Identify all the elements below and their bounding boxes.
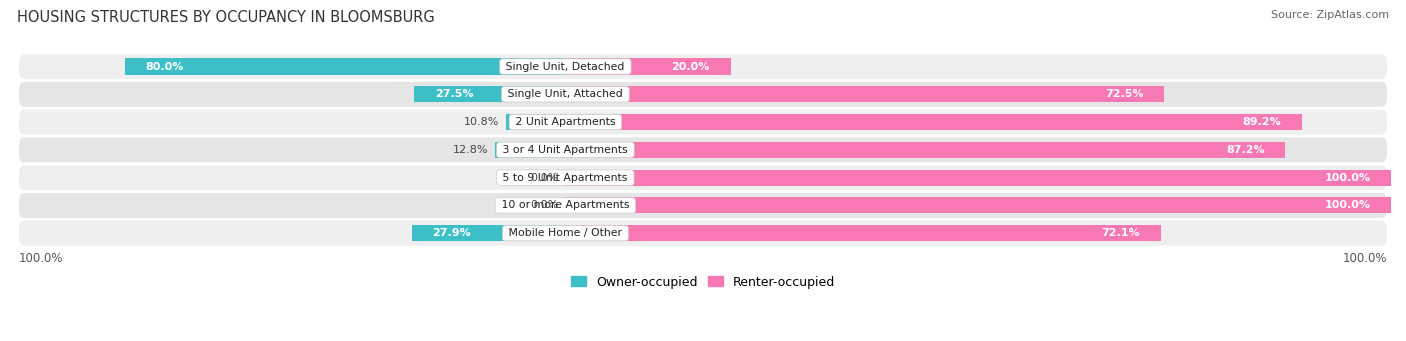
FancyBboxPatch shape: [20, 109, 1386, 135]
Bar: [413, 86, 565, 102]
Bar: [565, 169, 1391, 186]
Bar: [565, 86, 1164, 102]
Text: 5 to 9 Unit Apartments: 5 to 9 Unit Apartments: [499, 173, 631, 183]
Text: Mobile Home / Other: Mobile Home / Other: [505, 228, 626, 238]
Text: HOUSING STRUCTURES BY OCCUPANCY IN BLOOMSBURG: HOUSING STRUCTURES BY OCCUPANCY IN BLOOM…: [17, 10, 434, 25]
Bar: [565, 142, 1285, 158]
Text: Single Unit, Attached: Single Unit, Attached: [505, 89, 627, 99]
FancyBboxPatch shape: [20, 165, 1386, 190]
Text: 100.0%: 100.0%: [1324, 201, 1371, 210]
Text: 10.8%: 10.8%: [464, 117, 499, 127]
Bar: [412, 225, 565, 241]
FancyBboxPatch shape: [20, 82, 1386, 107]
Text: 3 or 4 Unit Apartments: 3 or 4 Unit Apartments: [499, 145, 631, 155]
Bar: [506, 114, 565, 130]
Text: 0.0%: 0.0%: [530, 173, 558, 183]
Text: 0.0%: 0.0%: [530, 201, 558, 210]
Bar: [565, 58, 731, 75]
FancyBboxPatch shape: [20, 54, 1386, 79]
Bar: [565, 197, 1391, 213]
Legend: Owner-occupied, Renter-occupied: Owner-occupied, Renter-occupied: [567, 271, 839, 294]
Text: 72.5%: 72.5%: [1105, 89, 1143, 99]
Text: 10 or more Apartments: 10 or more Apartments: [498, 201, 633, 210]
Text: 100.0%: 100.0%: [20, 252, 63, 265]
Text: 27.9%: 27.9%: [433, 228, 471, 238]
Text: 87.2%: 87.2%: [1226, 145, 1264, 155]
Bar: [495, 142, 565, 158]
Bar: [565, 114, 1302, 130]
Text: 27.5%: 27.5%: [434, 89, 474, 99]
FancyBboxPatch shape: [20, 137, 1386, 162]
Bar: [125, 58, 565, 75]
Text: 80.0%: 80.0%: [146, 61, 184, 72]
Text: 100.0%: 100.0%: [1343, 252, 1386, 265]
Text: Single Unit, Detached: Single Unit, Detached: [502, 61, 628, 72]
Text: Source: ZipAtlas.com: Source: ZipAtlas.com: [1271, 10, 1389, 20]
Text: 72.1%: 72.1%: [1101, 228, 1140, 238]
Text: 89.2%: 89.2%: [1243, 117, 1281, 127]
Bar: [565, 225, 1161, 241]
Text: 2 Unit Apartments: 2 Unit Apartments: [512, 117, 619, 127]
Text: 12.8%: 12.8%: [453, 145, 488, 155]
FancyBboxPatch shape: [20, 221, 1386, 246]
Text: 20.0%: 20.0%: [672, 61, 710, 72]
FancyBboxPatch shape: [20, 193, 1386, 218]
Text: 100.0%: 100.0%: [1324, 173, 1371, 183]
